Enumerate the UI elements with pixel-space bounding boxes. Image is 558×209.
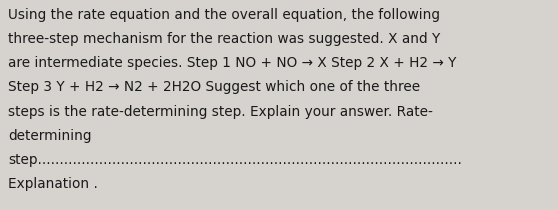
Text: are intermediate species. Step 1 NO + NO → X Step 2 X + H2 → Y: are intermediate species. Step 1 NO + NO… [8, 56, 457, 70]
Text: steps is the rate-determining step. Explain your answer. Rate-: steps is the rate-determining step. Expl… [8, 104, 433, 119]
Text: Using the rate equation and the overall equation, the following: Using the rate equation and the overall … [8, 8, 440, 22]
Text: Explanation .: Explanation . [8, 177, 98, 191]
Text: Step 3 Y + H2 → N2 + 2H2O Suggest which one of the three: Step 3 Y + H2 → N2 + 2H2O Suggest which … [8, 80, 421, 94]
Text: determining: determining [8, 129, 92, 143]
Text: step............................................................................: step....................................… [8, 153, 462, 167]
Text: three-step mechanism for the reaction was suggested. X and Y: three-step mechanism for the reaction wa… [8, 32, 441, 46]
